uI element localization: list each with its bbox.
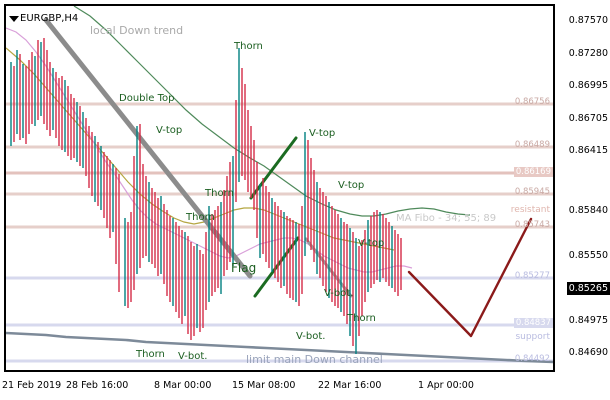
annotation-flag: Flag xyxy=(231,261,257,275)
price-axis[interactable]: 0.87570 0.87280 0.86995 0.86705 0.86415 … xyxy=(555,4,610,386)
annotation-vbot-1: V-bot. xyxy=(324,288,354,299)
price-tick-5: 0.85840 xyxy=(568,205,608,216)
price-chart-plot[interactable]: local Down trend Double Top Thorn V-top … xyxy=(4,4,555,372)
annotation-vtop-4: V-top xyxy=(358,238,385,249)
level-label-6: 0.84837 xyxy=(513,318,553,328)
chevron-down-icon[interactable] xyxy=(9,16,19,22)
level-label-7: 0.84492 xyxy=(514,354,550,364)
level-label-3: 0.85945 xyxy=(514,187,550,197)
chart-canvas xyxy=(6,6,553,364)
level-label-4: 0.85743 xyxy=(514,220,550,230)
symbol-label: EURGBP,H4 xyxy=(20,13,79,24)
annotation-thorn-3: Thorn xyxy=(186,212,215,223)
resistance-zone-label: resistant xyxy=(510,205,550,215)
annotation-limit-main-down-channel: limit main Down channel xyxy=(246,353,383,366)
candlestick-series xyxy=(10,38,402,354)
price-tick-1: 0.87280 xyxy=(568,48,608,59)
price-tick-4: 0.86415 xyxy=(568,145,608,156)
indicator-legend-ma-fibo: MA Fibo - 34; 55; 89 xyxy=(396,213,497,224)
annotation-vtop-2: V-top xyxy=(309,128,336,139)
local-down-trend-line xyxy=(43,17,253,279)
date-tick-1: 28 Feb 16:00 xyxy=(66,380,129,391)
annotation-double-top: Double Top xyxy=(119,93,175,104)
time-axis[interactable]: 21 Feb 2019 28 Feb 16:00 8 Mar 00:00 15 … xyxy=(0,374,610,400)
ma-89-line xyxy=(73,6,471,217)
date-tick-2: 8 Mar 00:00 xyxy=(154,380,212,391)
date-tick-3: 15 Mar 08:00 xyxy=(232,380,296,391)
annotation-thorn-2: Thorn xyxy=(205,188,234,199)
level-label-bid: 0.86169 xyxy=(513,167,553,177)
date-tick-4: 22 Mar 16:00 xyxy=(318,380,382,391)
annotation-thorn-4: Thorn xyxy=(347,313,376,324)
level-label-5: 0.85277 xyxy=(514,271,550,281)
annotation-vtop-1: V-top xyxy=(156,125,183,136)
price-tick-8: 0.84975 xyxy=(568,315,608,326)
level-label-1: 0.86489 xyxy=(514,140,550,150)
resistance-lines xyxy=(6,102,553,229)
annotation-thorn-top: Thorn xyxy=(234,41,263,52)
price-tick-0: 0.87570 xyxy=(568,15,608,26)
price-tick-6: 0.85550 xyxy=(568,250,608,261)
price-tick-3: 0.86705 xyxy=(568,113,608,124)
annotation-vbot-3: V-bot. xyxy=(178,351,208,362)
date-tick-5: 1 Apr 00:00 xyxy=(418,380,474,391)
annotation-local-down-trend: local Down trend xyxy=(90,24,184,37)
forecast-path xyxy=(407,217,533,338)
current-price-tick: 0.85265 xyxy=(566,282,610,295)
date-tick-0: 21 Feb 2019 xyxy=(2,380,62,391)
price-tick-2: 0.86995 xyxy=(568,80,608,91)
annotation-thorn-5: Thorn xyxy=(136,349,165,360)
down-channel-line xyxy=(6,331,553,364)
annotation-vtop-3: V-top xyxy=(338,180,365,191)
price-tick-9: 0.84690 xyxy=(568,347,608,358)
support-zone-label: support xyxy=(515,332,550,342)
annotation-vbot-2: V-bot. xyxy=(296,331,326,342)
flag-trend-lines xyxy=(249,136,300,298)
level-label-0: 0.86756 xyxy=(514,97,550,107)
